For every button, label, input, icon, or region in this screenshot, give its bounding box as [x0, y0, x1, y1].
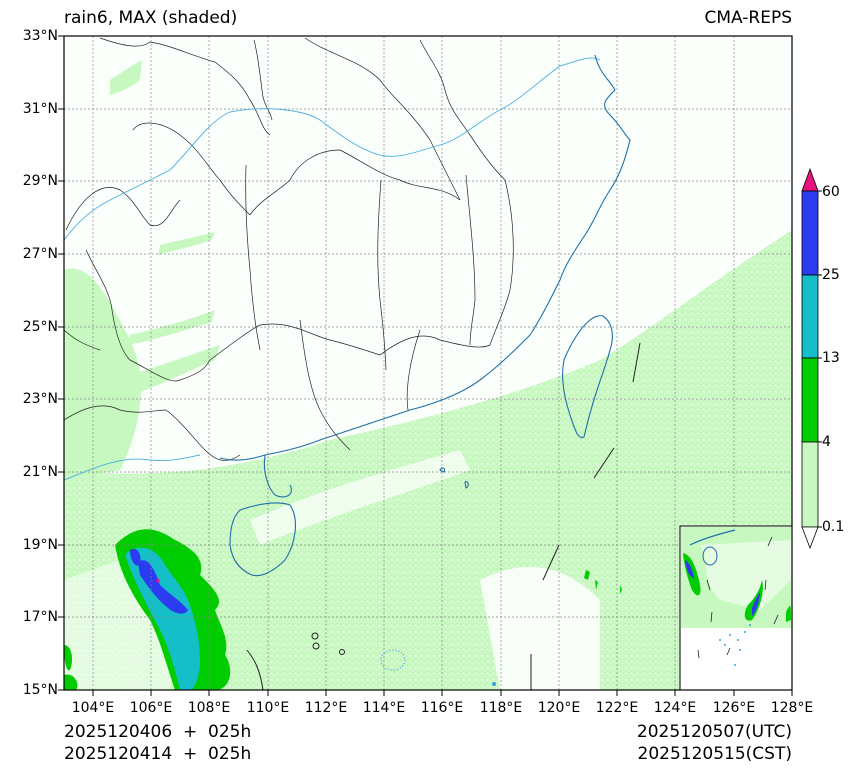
colorbar-label-0-1: 0.1: [822, 519, 845, 535]
colorbar-label-4: 4: [822, 434, 831, 450]
x-tick-126E: 126°E: [712, 700, 756, 716]
valid-time-cst: 2025120515(CST): [637, 744, 792, 764]
contour-segments: [246, 342, 641, 691]
x-tick-118E: 118°E: [479, 700, 523, 716]
inset-map: [679, 525, 793, 691]
x-tick-114E: 114°E: [362, 700, 406, 716]
y-tick-19N: 19°N: [22, 537, 58, 553]
x-tick-128E: 128°E: [770, 700, 814, 716]
y-tick-21N: 21°N: [22, 464, 58, 480]
chart-title: rain6, MAX (shaded): [64, 8, 238, 28]
x-tick-120E: 120°E: [537, 700, 581, 716]
x-tick-108E: 108°E: [187, 700, 231, 716]
colorbar-label-13: 13: [822, 350, 840, 366]
y-tick-15N: 15°N: [22, 682, 58, 698]
axis-ticks: [58, 35, 793, 696]
x-tick-112E: 112°E: [304, 700, 348, 716]
x-tick-110E: 110°E: [246, 700, 290, 716]
y-tick-29N: 29°N: [22, 173, 58, 189]
x-tick-104E: 104°E: [71, 700, 115, 716]
y-tick-23N: 23°N: [22, 391, 58, 407]
plot-frame: [63, 35, 793, 691]
colorbar-label-25: 25: [822, 267, 840, 283]
y-tick-25N: 25°N: [22, 319, 58, 335]
rivers: [64, 57, 601, 481]
y-tick-17N: 17°N: [22, 609, 58, 625]
x-tick-124E: 124°E: [653, 700, 697, 716]
precip-shading: [64, 60, 792, 690]
coastline: [219, 54, 631, 577]
colorbar-label-60: 60: [822, 184, 840, 200]
x-tick-106E: 106°E: [129, 700, 173, 716]
x-tick-122E: 122°E: [595, 700, 639, 716]
init-time-utc: 2025120406 + 025h: [64, 722, 252, 742]
y-tick-33N: 33°N: [22, 28, 58, 44]
y-tick-31N: 31°N: [22, 101, 58, 117]
init-time-cst: 2025120414 + 025h: [64, 744, 252, 764]
colorbar: [801, 167, 822, 550]
valid-time-utc: 2025120507(UTC): [636, 722, 792, 742]
x-tick-116E: 116°E: [420, 700, 464, 716]
model-name: CMA-REPS: [704, 8, 792, 28]
y-tick-27N: 27°N: [22, 246, 58, 262]
islands: [311, 632, 496, 686]
